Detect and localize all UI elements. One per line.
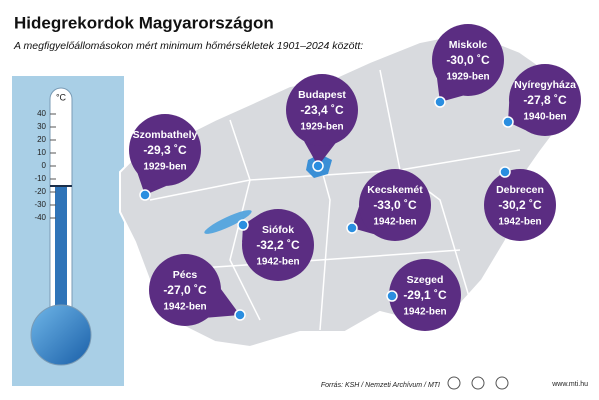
thermometer-tick-label: -30 [34, 200, 46, 209]
city-name: Kecskemét [367, 184, 423, 196]
thermometer-tick-label: 20 [37, 135, 46, 144]
thermometer-mercury [55, 186, 67, 326]
city-name: Pécs [173, 269, 198, 281]
city-temp: -29,3 ˚C [143, 143, 187, 157]
city-temp: -30,0 ˚C [446, 53, 490, 67]
city-name: Szombathely [133, 129, 198, 141]
thermometer-bulb [30, 304, 92, 366]
bubble [389, 259, 461, 331]
thermometer-tick-label: -20 [34, 187, 46, 196]
city-name: Budapest [298, 89, 346, 101]
station-dot [346, 222, 358, 234]
city-name: Miskolc [449, 39, 488, 51]
bubble-pointer [208, 289, 240, 318]
city-year: 1929-ben [143, 162, 186, 173]
bubble-pointer [304, 141, 336, 166]
bubble [432, 24, 504, 96]
url: www.mti.hu [551, 381, 588, 388]
city-year: 1942-ben [163, 302, 206, 313]
city-year: 1942-ben [256, 257, 299, 268]
station-dot [312, 160, 324, 172]
station-dot [386, 290, 398, 302]
county-border [169, 249, 461, 271]
city-temp: -27,8 ˚C [523, 93, 567, 107]
city-temp: -33,0 ˚C [373, 198, 417, 212]
thermometer-tick-label: 30 [37, 122, 46, 131]
thermometer-tick-label: -10 [34, 174, 46, 183]
thermometer-tick-label: 0 [42, 161, 47, 170]
city-name: Siófok [262, 224, 294, 236]
source: Forrás: KSH / Nemzeti Archívum / MTI [321, 382, 440, 389]
city-temp: -32,2 ˚C [256, 238, 300, 252]
city-year: 1929-ben [446, 72, 489, 83]
city-temp: -27,0 ˚C [163, 283, 207, 297]
logo [471, 376, 485, 390]
station-dot [237, 219, 249, 231]
city-name: Debrecen [496, 184, 544, 196]
bubble [149, 254, 221, 326]
bubble [129, 114, 201, 186]
thermometer-tick-label: 40 [37, 109, 46, 118]
thermometer-unit: °C [56, 92, 67, 102]
city-temp: -30,2 ˚C [498, 198, 542, 212]
city-year: 1942-ben [403, 307, 446, 318]
bubble [242, 209, 314, 281]
city-name: Szeged [407, 274, 444, 286]
city-name: Nyíregyháza [514, 79, 576, 91]
station-dot [434, 96, 446, 108]
city-year: 1942-ben [373, 217, 416, 228]
station-dot [499, 166, 511, 178]
subtitle: A megfigyelőállomásokon mért minimum hőm… [13, 40, 363, 52]
bubble [484, 169, 556, 241]
title: Hidegrekordok Magyarországon [14, 13, 274, 32]
bubble [359, 169, 431, 241]
city-year: 1940-ben [523, 112, 566, 123]
logo [447, 376, 461, 390]
city-year: 1942-ben [498, 217, 541, 228]
thermometer-tick-label: -40 [34, 213, 46, 222]
logo [495, 376, 509, 390]
station-dot [139, 189, 151, 201]
station-dot [502, 116, 514, 128]
city-year: 1929-ben [300, 122, 343, 133]
bubble [286, 74, 358, 146]
city-temp: -23,4 ˚C [300, 103, 344, 117]
thermometer-tick-label: 10 [37, 148, 46, 157]
city-temp: -29,1 ˚C [403, 288, 447, 302]
lake-balaton [204, 210, 252, 234]
bubble [509, 64, 581, 136]
station-dot [234, 309, 246, 321]
county-border [149, 149, 521, 201]
